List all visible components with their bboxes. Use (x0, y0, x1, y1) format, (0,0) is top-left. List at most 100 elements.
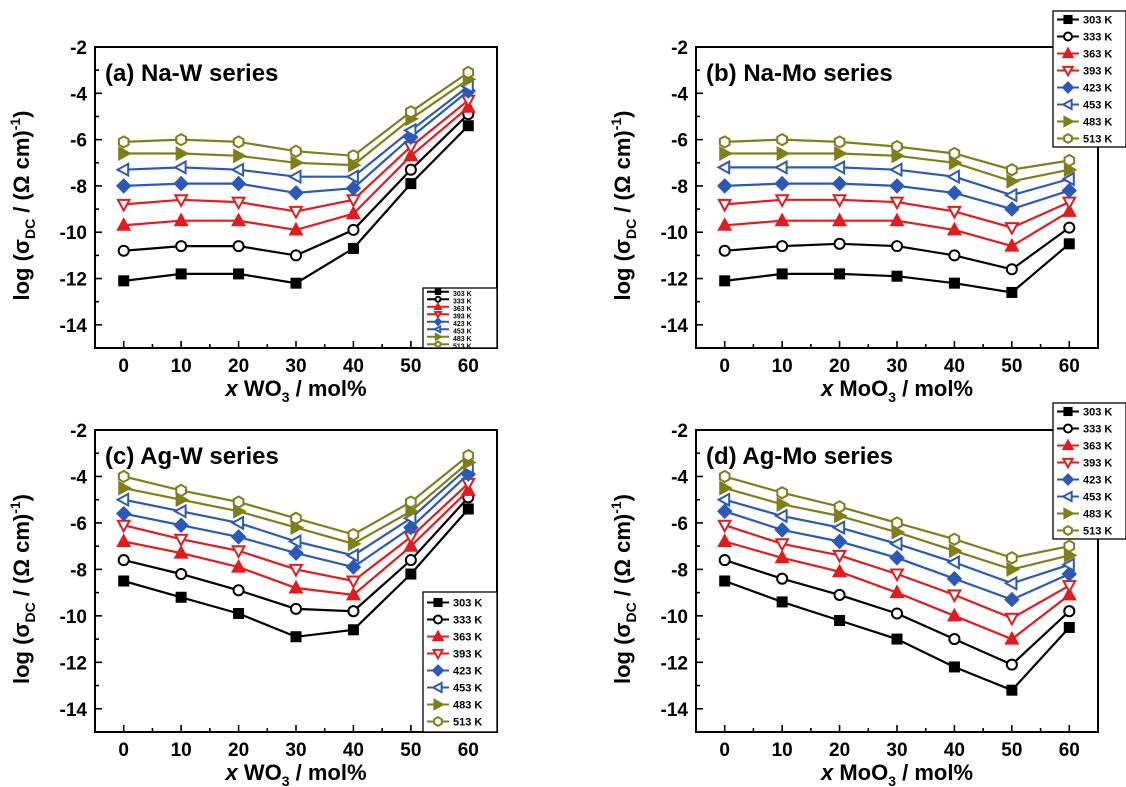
y-tick-label: -4 (70, 467, 87, 488)
data-point (118, 575, 130, 587)
legend-label: 303 K (1083, 15, 1112, 27)
data-point (1004, 591, 1020, 608)
series-513k (718, 469, 1076, 565)
data-point (948, 633, 961, 646)
y-tick-label: -4 (671, 84, 688, 105)
x-tick-label: 50 (400, 740, 421, 761)
data-point (889, 196, 905, 211)
data-point (115, 178, 132, 194)
series-483k (719, 480, 1078, 577)
data-point (1063, 238, 1075, 250)
data-point (233, 268, 245, 280)
data-point (1063, 221, 1076, 234)
legend-label: 363 K (1083, 441, 1112, 453)
data-point (347, 157, 362, 173)
series-483k (118, 455, 477, 552)
data-point (773, 159, 788, 175)
y-axis-label: log (σDC / (Ω cm)-1) (7, 110, 38, 300)
legend-label: 363 K (453, 306, 472, 313)
data-point (717, 519, 733, 534)
data-point (116, 198, 132, 213)
data-point (1063, 547, 1078, 564)
data-point (233, 503, 247, 519)
data-point (774, 522, 790, 538)
data-point (891, 139, 903, 154)
y-tick-label: -4 (671, 467, 688, 488)
data-point (175, 567, 188, 581)
data-point (290, 631, 302, 643)
y-tick-label: -12 (661, 270, 688, 291)
series-453k (115, 78, 474, 185)
legend-entry: 303 K (1057, 15, 1112, 27)
x-tick-label: 10 (772, 356, 793, 377)
series-393k (717, 519, 1077, 627)
data-point (948, 543, 963, 559)
series-363k (116, 482, 476, 601)
data-point (345, 547, 359, 564)
data-point (230, 162, 245, 178)
legend-marker (1063, 115, 1075, 128)
data-point (232, 495, 245, 509)
data-point (891, 524, 906, 540)
legend-label: 513 K (453, 343, 472, 350)
data-point (946, 554, 960, 570)
data-point (289, 249, 303, 262)
y-axis-label: log (σDC / (Ω cm)-1) (608, 494, 639, 684)
legend-label: 303 K (1083, 407, 1112, 419)
legend-label: 423 K (1083, 475, 1112, 487)
series-303k (719, 575, 1075, 696)
legend-entry: 393 K (1057, 66, 1112, 78)
legend-marker (1061, 490, 1073, 503)
data-point (717, 217, 733, 231)
data-point (889, 549, 905, 566)
data-point (891, 633, 903, 645)
legend-marker (433, 715, 443, 728)
legend-marker (1063, 423, 1073, 434)
x-axis-label: x MoO3 / mol% (820, 376, 973, 405)
y-axis-label: log (σDC / (Ω cm)-1) (7, 494, 38, 684)
data-point (345, 180, 362, 197)
data-point (1063, 539, 1076, 553)
x-axis-label: x WO3 / mol% (224, 376, 366, 405)
legend-entry: 363 K (427, 301, 472, 313)
data-point (290, 155, 305, 171)
series-423k (716, 503, 1078, 608)
series-453k (716, 159, 1075, 203)
data-point (831, 175, 848, 192)
x-axis-label: x WO3 / mol% (224, 760, 366, 787)
data-point (946, 185, 963, 201)
data-point (230, 545, 247, 559)
legend-entry: 363 K (1057, 438, 1112, 453)
y-tick-label: -10 (60, 607, 87, 628)
y-tick-label: -14 (60, 700, 88, 721)
legend-marker (431, 629, 445, 642)
x-tick-label: 40 (343, 356, 364, 377)
data-point (345, 559, 362, 575)
data-point (889, 568, 905, 583)
legend-label: 303 K (453, 598, 482, 610)
series-513k (718, 132, 1076, 177)
legend-label: 333 K (1083, 32, 1112, 44)
data-point (233, 148, 247, 164)
legend-marker (433, 597, 443, 608)
data-point (831, 563, 848, 578)
legend-entry: 483 K (1057, 115, 1112, 129)
data-point (232, 135, 245, 149)
data-point (175, 591, 187, 603)
y-tick-label: -10 (661, 223, 688, 244)
x-tick-label: 30 (285, 356, 306, 377)
panel-title: (a) Na-W series (105, 60, 278, 87)
data-point (774, 175, 790, 192)
data-point (347, 624, 359, 636)
data-point (834, 146, 848, 161)
data-point (889, 212, 905, 227)
data-point (290, 277, 302, 289)
series-483k (118, 71, 477, 173)
y-axis-label: log (σDC / (Ω cm)-1) (608, 110, 639, 300)
x-tick-label: 20 (228, 356, 249, 377)
data-point (115, 505, 132, 522)
data-point (347, 536, 362, 552)
data-point (1006, 684, 1018, 696)
